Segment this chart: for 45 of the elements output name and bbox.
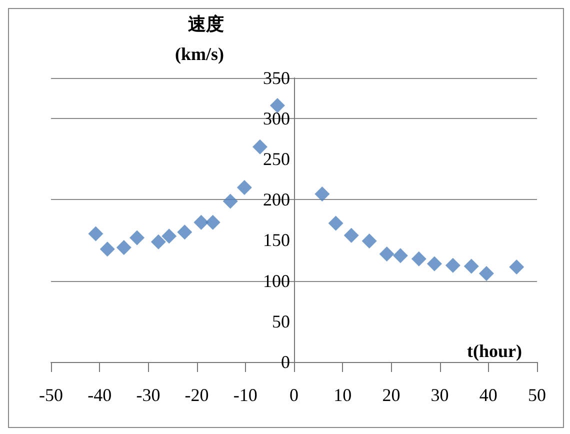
point <box>222 194 238 209</box>
y-tick-label: 300 <box>263 108 290 128</box>
x-tick-label: 10 <box>334 385 352 405</box>
x-tick-label: -40 <box>88 385 112 405</box>
y-tick-label: 100 <box>263 270 290 291</box>
point <box>150 234 166 250</box>
point <box>236 180 252 195</box>
y-tick-label: 350 <box>263 68 290 88</box>
x-axis-title: t(hour) <box>467 341 522 361</box>
point <box>100 242 115 257</box>
point <box>177 224 192 240</box>
point <box>88 226 104 242</box>
point <box>478 266 494 282</box>
point <box>411 251 426 266</box>
point <box>362 234 377 249</box>
point <box>162 228 177 244</box>
x-tick-label: -30 <box>136 385 160 405</box>
y-tick-label: 250 <box>263 149 290 170</box>
point <box>426 256 442 272</box>
point <box>509 260 524 275</box>
point <box>116 240 132 256</box>
y-axis-title: 速度 (km/s) <box>175 14 224 64</box>
x-tick-label: 20 <box>382 385 400 405</box>
point <box>379 246 394 262</box>
x-tick-label: 40 <box>479 385 498 405</box>
x-tick-label: -10 <box>233 385 258 405</box>
x-tick-label: -50 <box>39 385 63 405</box>
y-tick-label: 200 <box>263 190 290 210</box>
point <box>392 248 408 264</box>
x-tick-label: 50 <box>528 385 546 405</box>
point <box>464 258 479 274</box>
x-tick-label: 30 <box>430 385 449 405</box>
y-tick-label: 0 <box>281 352 290 372</box>
point <box>194 214 209 230</box>
point <box>205 214 220 230</box>
y-tick-label: 50 <box>272 311 290 332</box>
x-tick-label: -20 <box>184 385 209 405</box>
point <box>130 230 145 246</box>
point <box>270 98 285 113</box>
point <box>344 228 359 243</box>
point <box>328 216 344 231</box>
point <box>252 139 268 154</box>
point <box>314 186 330 202</box>
y-tick-label: 150 <box>263 230 290 250</box>
point <box>445 258 460 273</box>
